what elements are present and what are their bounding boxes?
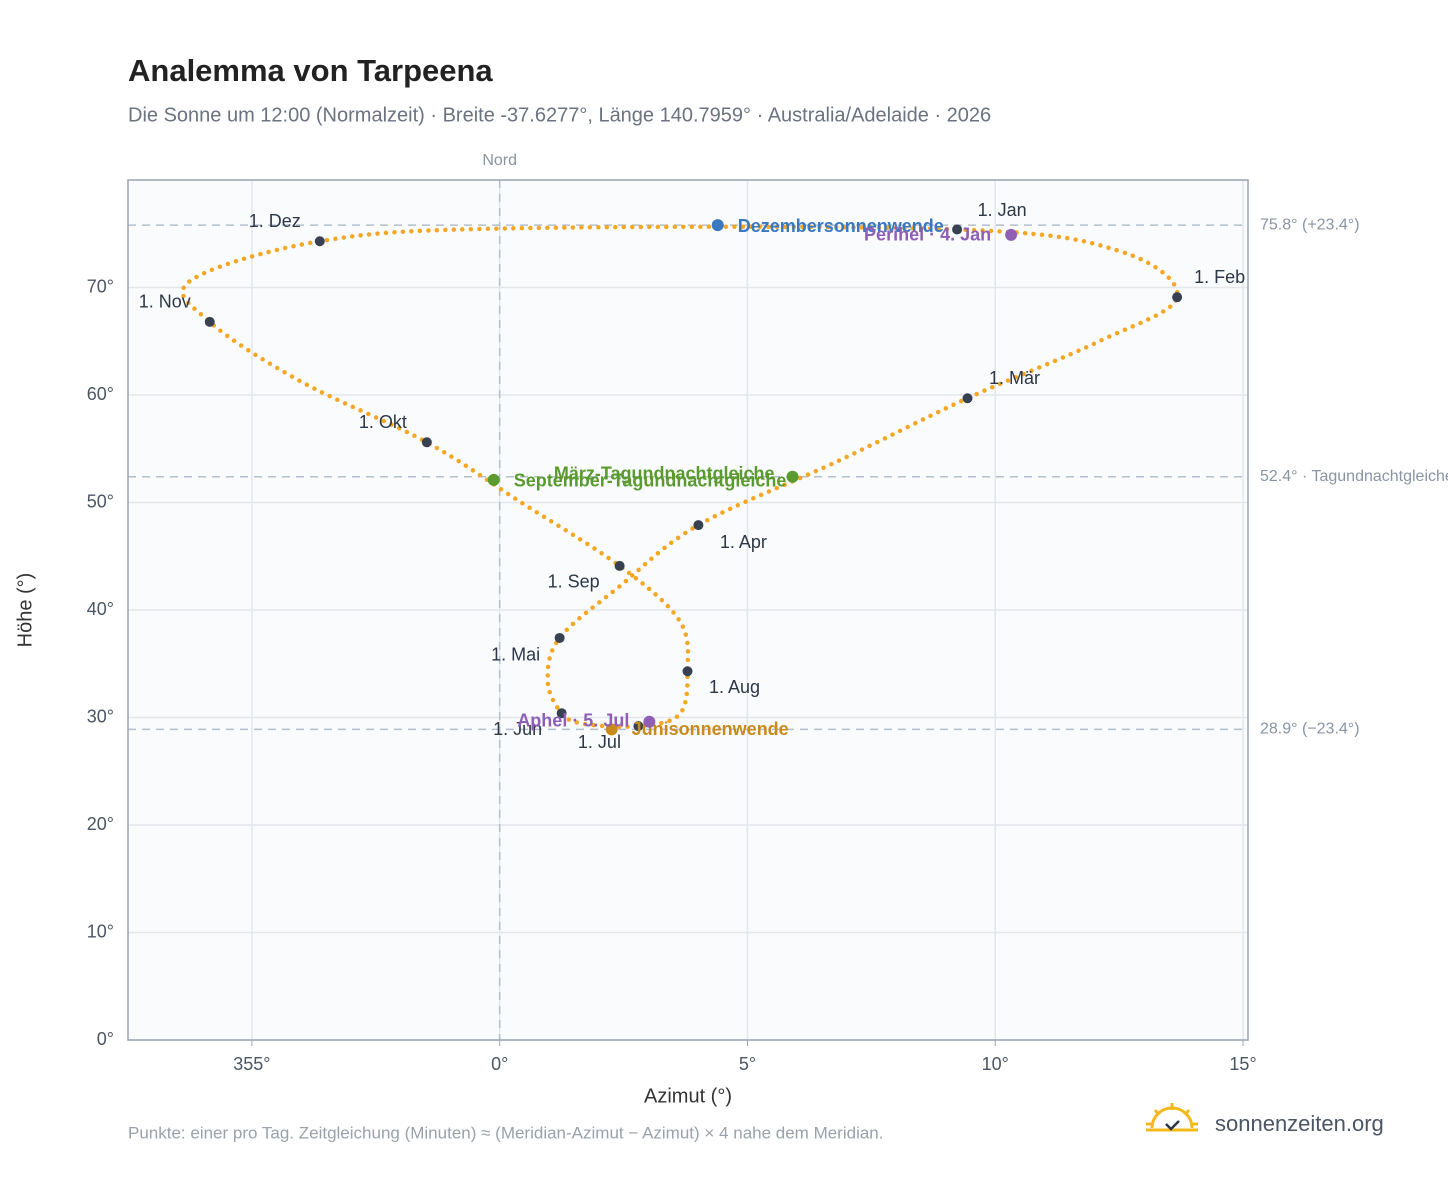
reference-label: 28.9° (−23.4°): [1260, 721, 1360, 738]
month-label: 1. Jul: [578, 732, 621, 752]
month-marker: [556, 708, 567, 719]
month-label: 1. Feb: [1194, 267, 1245, 287]
event-marker: [786, 470, 799, 483]
logo: [1146, 1103, 1198, 1132]
event-label: September-Tagundnachtgleiche: [514, 471, 787, 491]
month-marker: [682, 666, 693, 677]
month-marker: [614, 560, 625, 571]
month-marker: [693, 520, 704, 531]
x-tick-label: 15°: [1229, 1054, 1256, 1074]
month-label: 1. Jun: [493, 719, 542, 739]
event-marker: [1005, 228, 1018, 241]
event-label: Perihel · 4. Jan: [864, 225, 991, 245]
month-label: 1. Okt: [359, 412, 407, 432]
event-marker: [643, 715, 656, 728]
event-label: März-Tagundnachtgleiche: [554, 463, 775, 483]
x-tick-label: 0°: [491, 1054, 508, 1074]
event-marker: [605, 723, 618, 736]
y-tick-label: 20°: [87, 814, 114, 834]
y-axis-title: Höhe (°): [14, 573, 36, 648]
event-marker: [487, 473, 500, 486]
y-tick-label: 70°: [87, 276, 114, 296]
month-marker: [962, 393, 973, 404]
y-tick-label: 0°: [97, 1029, 114, 1049]
y-tick-label: 50°: [87, 491, 114, 511]
y-tick-label: 10°: [87, 921, 114, 941]
month-marker: [1172, 292, 1183, 303]
event-label: Aphel · 5. Jul: [517, 711, 629, 731]
x-axis-title: Azimut (°): [644, 1085, 732, 1107]
x-tick-label: 10°: [982, 1054, 1009, 1074]
month-label: 1. Sep: [548, 572, 600, 592]
month-marker: [554, 632, 565, 643]
x-tick-label: 355°: [233, 1054, 270, 1074]
title: Analemma von Tarpeena: [128, 53, 493, 88]
plot-frame: [127, 179, 1249, 1041]
subtitle: Die Sonne um 12:00 (Normalzeit) · Breite…: [128, 104, 991, 126]
footnote: Punkte: einer pro Tag. Zeitgleichung (Mi…: [128, 1123, 884, 1142]
x-tick-label: 5°: [739, 1054, 756, 1074]
y-tick-label: 60°: [87, 384, 114, 404]
month-marker: [633, 721, 644, 732]
month-label: 1. Aug: [709, 677, 760, 697]
month-label: 1. Mai: [491, 645, 540, 665]
reference-label: 75.8° (+23.4°): [1260, 216, 1360, 233]
month-label: 1. Dez: [249, 211, 301, 231]
y-tick-label: 30°: [87, 706, 114, 726]
month-marker: [421, 437, 432, 448]
month-label: 1. Mär: [989, 368, 1040, 388]
month-marker: [314, 236, 325, 247]
event-label: Dezembersonnenwende: [738, 216, 944, 236]
month-label: 1. Nov: [139, 292, 191, 312]
brand: sonnenzeiten.org: [1215, 1111, 1384, 1136]
month-marker: [204, 316, 215, 327]
month-marker: [952, 224, 963, 235]
month-label: 1. Apr: [720, 532, 767, 552]
event-label: Junisonnenwende: [632, 719, 789, 739]
y-tick-label: 40°: [87, 599, 114, 619]
reference-label: 52.4° · Tagundnachtgleiche: [1260, 468, 1448, 485]
month-label: 1. Jan: [978, 200, 1027, 220]
meridian-label: Nord: [482, 152, 517, 169]
event-marker: [711, 219, 724, 232]
